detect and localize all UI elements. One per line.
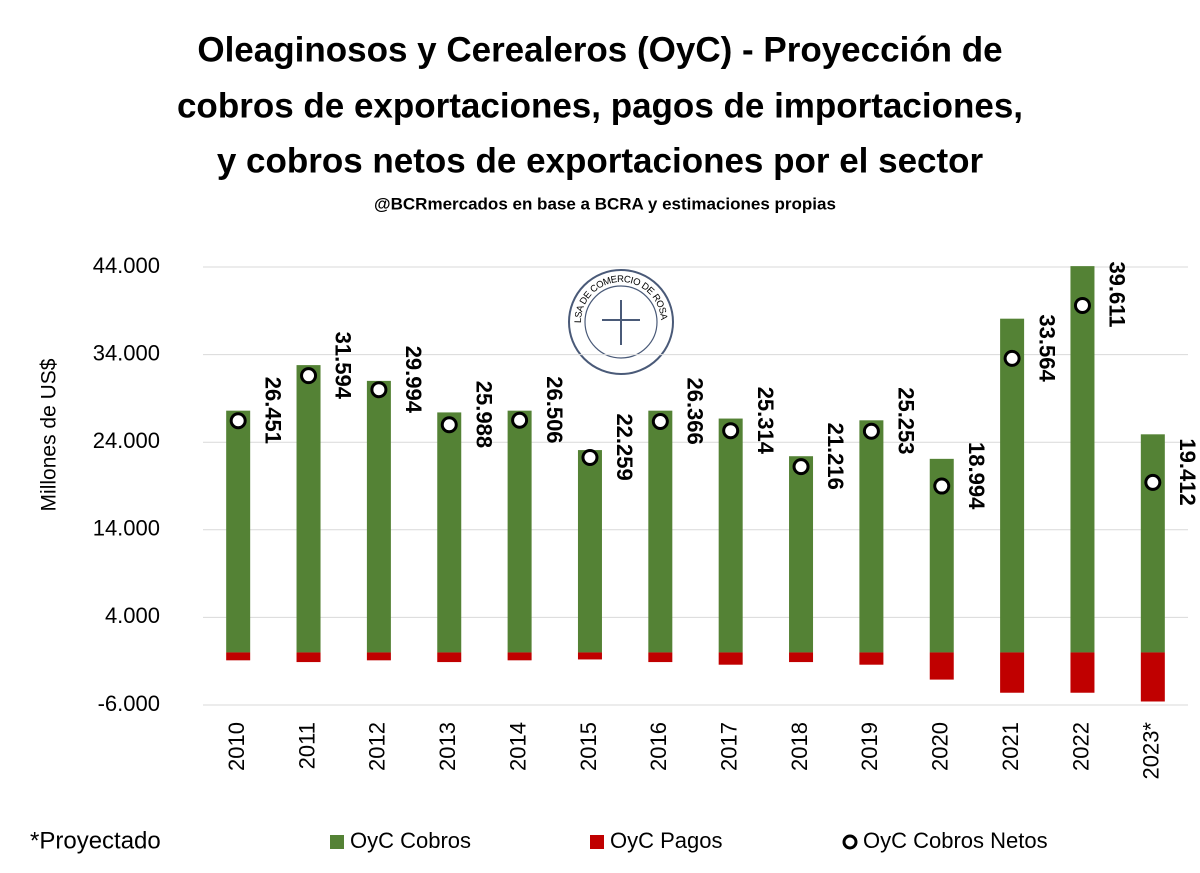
chart-title: cobros de exportaciones, pagos de import… <box>177 86 1023 125</box>
data-label: 33.564 <box>1034 314 1059 382</box>
bar <box>366 652 391 661</box>
legend-swatch <box>842 834 858 850</box>
point <box>440 416 458 434</box>
data-label: 25.253 <box>894 387 919 454</box>
y-tick-label: 44.000 <box>93 253 160 278</box>
bar <box>296 365 321 653</box>
y-tick-label: 24.000 <box>93 428 160 453</box>
bar <box>507 410 532 653</box>
x-tick-label: 2020 <box>928 722 953 771</box>
bar <box>577 450 602 653</box>
x-tick-label: 2010 <box>224 722 249 771</box>
bar <box>789 652 814 663</box>
data-label: 26.451 <box>260 377 285 444</box>
point <box>370 381 388 399</box>
bar <box>296 652 321 663</box>
bar <box>226 652 251 661</box>
x-tick-label: 2021 <box>998 722 1023 771</box>
legend-label: OyC Cobros Netos <box>863 828 1048 853</box>
bar <box>929 652 954 680</box>
bar <box>859 420 884 653</box>
bar <box>789 456 814 653</box>
x-tick-label: 2018 <box>787 722 812 771</box>
bar <box>859 652 884 665</box>
bar <box>648 652 673 663</box>
x-tick-label: 2015 <box>576 722 601 771</box>
bar <box>1070 266 1095 653</box>
data-label: 25.314 <box>753 387 778 455</box>
y-tick-label: 34.000 <box>93 340 160 365</box>
data-label: 39.611 <box>1105 261 1130 327</box>
bar <box>718 418 743 653</box>
point <box>933 477 951 495</box>
bar <box>577 652 602 660</box>
point <box>229 412 247 430</box>
bar <box>1140 652 1165 702</box>
point <box>1073 296 1091 314</box>
logo-ring <box>584 285 658 359</box>
x-tick-label: 2023* <box>1139 722 1164 780</box>
bar <box>1140 434 1165 653</box>
point <box>1003 349 1021 367</box>
x-tick-label: 2014 <box>505 722 530 771</box>
y-tick-label: 14.000 <box>93 516 160 541</box>
bar <box>226 410 251 653</box>
point <box>651 412 669 430</box>
point <box>581 448 599 466</box>
annotation: *Proyectado <box>30 827 161 854</box>
bar <box>1000 652 1025 693</box>
x-tick-label: 2011 <box>294 722 319 769</box>
data-label: 19.412 <box>1175 438 1200 505</box>
y-tick-label: -6.000 <box>98 691 160 716</box>
bar <box>507 652 532 661</box>
data-label: 22.259 <box>612 413 637 480</box>
bar <box>366 380 391 653</box>
point <box>1144 473 1162 491</box>
data-label: 21.216 <box>823 423 848 490</box>
bar <box>1070 652 1095 693</box>
x-tick-label: 2019 <box>857 722 882 771</box>
bar <box>437 412 462 653</box>
point <box>862 422 880 440</box>
chart-title: y cobros netos de exportaciones por el s… <box>217 141 984 180</box>
x-tick-label: 2013 <box>435 722 460 771</box>
x-tick-label: 2022 <box>1068 722 1093 771</box>
chart-subtitle: @BCRmercados en base a BCRA y estimacion… <box>374 194 836 213</box>
data-label: 26.366 <box>683 377 708 444</box>
legend-label: OyC Pagos <box>610 828 723 853</box>
bar <box>718 652 743 665</box>
x-tick-label: 2012 <box>365 722 390 771</box>
bar <box>1000 318 1025 653</box>
y-axis-label: Millones de US$ <box>38 358 61 511</box>
point <box>300 367 318 385</box>
data-label: 29.994 <box>401 346 426 414</box>
point <box>722 422 740 440</box>
data-label: 18.994 <box>964 442 989 510</box>
logo-ring <box>568 269 674 375</box>
legend-swatch <box>590 835 604 849</box>
bar <box>648 410 673 653</box>
chart-title: Oleaginosos y Cerealeros (OyC) - Proyecc… <box>197 30 1002 69</box>
data-label: 31.594 <box>331 332 356 400</box>
bar <box>437 652 462 663</box>
point <box>792 458 810 476</box>
y-tick-label: 4.000 <box>105 603 160 628</box>
data-label: 26.506 <box>542 376 567 443</box>
legend-label: OyC Cobros <box>350 828 471 853</box>
data-label: 25.988 <box>471 381 496 448</box>
x-tick-label: 2017 <box>716 722 741 771</box>
legend-swatch <box>330 835 344 849</box>
point <box>511 411 529 429</box>
x-tick-label: 2016 <box>646 722 671 771</box>
